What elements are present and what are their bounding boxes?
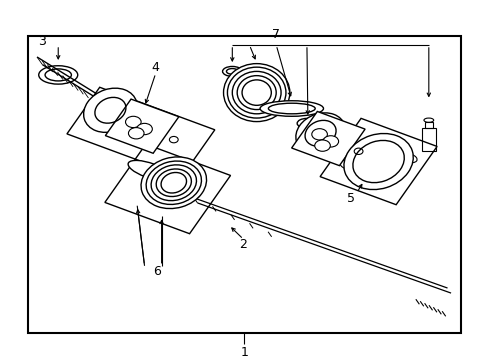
Ellipse shape (242, 80, 271, 105)
Bar (105, 99, 179, 153)
Ellipse shape (146, 161, 201, 204)
Ellipse shape (237, 76, 276, 109)
Text: 3: 3 (38, 35, 46, 48)
Ellipse shape (128, 161, 170, 180)
Ellipse shape (156, 169, 191, 197)
Text: 5: 5 (346, 192, 354, 205)
Ellipse shape (227, 67, 285, 118)
Ellipse shape (232, 71, 281, 114)
Ellipse shape (314, 140, 330, 151)
Ellipse shape (125, 116, 141, 127)
Text: 7: 7 (272, 28, 280, 41)
Bar (291, 112, 365, 166)
Bar (67, 87, 214, 176)
Ellipse shape (260, 101, 323, 116)
Ellipse shape (161, 172, 186, 193)
Bar (421, 128, 435, 151)
Ellipse shape (169, 136, 178, 143)
Ellipse shape (323, 136, 338, 147)
Ellipse shape (128, 127, 144, 139)
Bar (104, 144, 230, 234)
Bar (27, 36, 461, 333)
Ellipse shape (311, 129, 327, 140)
Ellipse shape (137, 123, 152, 135)
Ellipse shape (83, 88, 137, 132)
Ellipse shape (223, 64, 289, 122)
Ellipse shape (343, 134, 412, 190)
Text: 6: 6 (152, 265, 161, 278)
Ellipse shape (295, 113, 345, 154)
Bar (424, 122, 432, 128)
Text: 4: 4 (151, 61, 160, 75)
Text: 2: 2 (239, 238, 247, 251)
Text: 1: 1 (240, 346, 248, 359)
Ellipse shape (353, 148, 362, 154)
Ellipse shape (151, 165, 196, 201)
Bar (320, 118, 436, 205)
Ellipse shape (141, 157, 206, 208)
